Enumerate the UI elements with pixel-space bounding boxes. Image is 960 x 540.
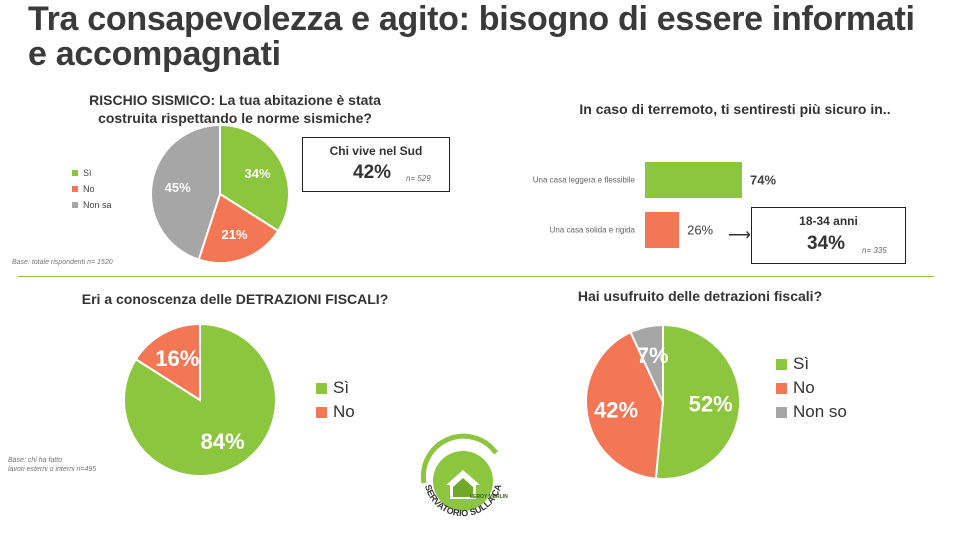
q1-callout-value: 42% bbox=[353, 162, 392, 183]
q4-legend-swatch-nonso bbox=[776, 406, 787, 418]
q3-base-line1: Base: chi ha fatto bbox=[8, 457, 63, 464]
q3-legend: Sì No bbox=[316, 378, 355, 422]
q4-legend-item: No bbox=[776, 378, 847, 398]
q1-legend-label: Non sa bbox=[83, 200, 112, 210]
pie-slice bbox=[654, 323, 742, 480]
bar bbox=[645, 162, 742, 198]
q1-legend-label: Sì bbox=[83, 168, 92, 178]
q2-title: In caso di terremoto, ti sentiresti più … bbox=[579, 101, 891, 117]
bar-category-label: Una casa leggera e flessibile bbox=[533, 176, 636, 185]
q3-legend-label: Sì bbox=[333, 378, 350, 397]
q4-legend: Sì No Non so bbox=[776, 354, 847, 422]
q1-callout-n: n= 529 bbox=[406, 174, 431, 183]
q3-legend-item: Sì bbox=[316, 378, 355, 398]
q2-callout-n: n= 335 bbox=[862, 246, 887, 255]
pie-slice-label: 21% bbox=[221, 227, 247, 242]
q3-title: Eri a conoscenza delle DETRAZIONI FISCAL… bbox=[81, 291, 389, 307]
q1-legend-label: No bbox=[83, 184, 95, 194]
osservatorio-logo: LEROY MERLIN OSSERVATORIO SULLA CASA bbox=[408, 425, 508, 518]
q3-legend-swatch-no bbox=[316, 406, 327, 418]
q3-legend-label: No bbox=[333, 402, 355, 421]
q3-legend-swatch-si bbox=[316, 382, 327, 394]
q4-legend-label: Sì bbox=[793, 354, 810, 373]
pie-slice bbox=[134, 322, 201, 402]
q1-legend-swatch-no bbox=[72, 186, 78, 192]
q4-title: Hai usufruito delle detrazioni fiscali? bbox=[577, 288, 823, 304]
bar-value-label: 74% bbox=[750, 173, 776, 188]
pie-slice bbox=[123, 322, 277, 477]
q1-callout-box: Chi vive nel Sud 42% n= 529 bbox=[302, 137, 450, 192]
bar-value-label: 26% bbox=[687, 223, 713, 238]
q1-callout-label: Chi vive nel Sud bbox=[329, 144, 423, 158]
pie-slice-label: 16% bbox=[155, 346, 199, 371]
pie-slice-label: 42% bbox=[594, 398, 638, 423]
q1-legend-item: Sì bbox=[72, 168, 112, 178]
logo-brand: LEROY MERLIN bbox=[470, 494, 508, 500]
q1-title-line1: RISCHIO SISMICO: La tua abitazione è sta… bbox=[89, 92, 381, 108]
q2-callout-value: 34% bbox=[807, 233, 846, 254]
pie-slice bbox=[150, 123, 221, 261]
pie-slice-label: 7% bbox=[637, 343, 669, 368]
q4-legend-swatch-si bbox=[776, 358, 787, 370]
section-divider bbox=[18, 276, 934, 277]
logo-arc-icon bbox=[420, 433, 499, 484]
pie-slice bbox=[629, 323, 664, 403]
q1-legend-swatch-nonsa bbox=[72, 202, 78, 208]
q4-legend-item: Sì bbox=[776, 354, 847, 374]
q4-pie-chart: 52% 42% 7% bbox=[585, 323, 742, 480]
pie-slice bbox=[197, 192, 280, 264]
q3-legend-item: No bbox=[316, 402, 355, 422]
house-inner-icon bbox=[453, 478, 473, 497]
q1-legend: Sì No Non sa bbox=[72, 168, 112, 210]
q2-bar-chart: Una casa leggera e flessibile 74% Una casa… bbox=[533, 162, 776, 248]
q3-base-note: Base: chi ha fatto lavori esterni o inte… bbox=[8, 456, 96, 474]
q4-legend-item: Non so bbox=[776, 402, 847, 422]
q1-title: RISCHIO SISMICO: La tua abitazione è sta… bbox=[60, 91, 410, 127]
pie-slice-label: 52% bbox=[689, 392, 733, 417]
q4-legend-swatch-no bbox=[776, 382, 787, 394]
q4-legend-label: No bbox=[793, 378, 815, 397]
pie-slice-label: 45% bbox=[165, 180, 191, 195]
pie-slice bbox=[585, 330, 665, 480]
q1-title-line2: costruita rispettando le norme sismiche? bbox=[98, 110, 372, 126]
bar bbox=[645, 212, 680, 248]
q3-pie-chart: 84% 16% bbox=[123, 322, 277, 477]
pie-slice-label: 34% bbox=[244, 166, 270, 181]
page-title: Tra consapevolezza e agito: bisogno di e… bbox=[28, 0, 915, 73]
q1-base-note: Base: totale rispondenti n= 1520 bbox=[12, 259, 113, 266]
pie-slice-label: 84% bbox=[201, 429, 245, 454]
q1-pie-chart: 34% 21% 45% bbox=[150, 123, 290, 264]
q1-legend-swatch-si bbox=[72, 170, 78, 176]
q2-callout-label: 18-34 anni bbox=[799, 214, 858, 228]
q2-callout-box: 18-34 anni 34% n= 335 bbox=[751, 207, 906, 264]
q3-base-line2: lavori esterni o interni n=495 bbox=[8, 466, 97, 473]
q4-legend-label: Non so bbox=[793, 402, 847, 421]
bar-category-label: Una casa solida e rigida bbox=[550, 226, 636, 235]
q1-legend-item: No bbox=[72, 184, 112, 194]
arrow-icon: ⟶ bbox=[728, 227, 751, 244]
q1-legend-item: Non sa bbox=[72, 200, 112, 210]
